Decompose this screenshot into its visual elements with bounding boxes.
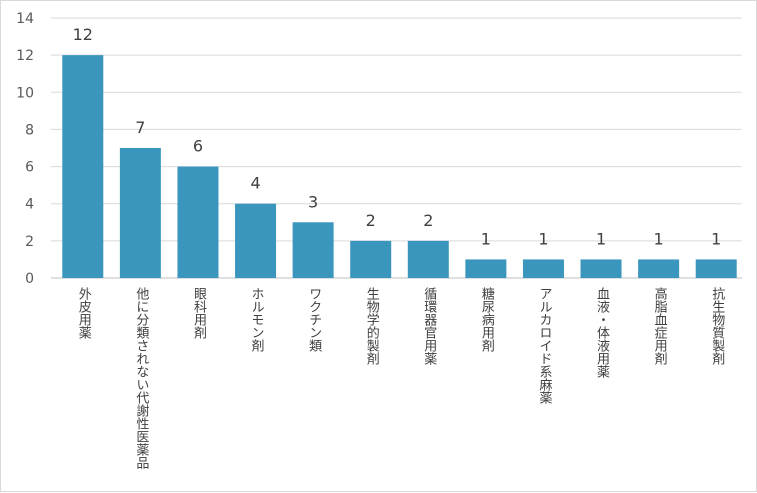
x-tick-label: ホルモン剤 (248, 287, 264, 352)
data-label: 1 (538, 229, 548, 248)
x-tick-label: 眼科用剤 (190, 287, 206, 339)
data-label: 4 (250, 174, 260, 193)
y-tick-label: 6 (25, 160, 34, 176)
y-tick-label: 14 (16, 11, 34, 27)
data-label: 1 (711, 229, 721, 248)
x-tick-label: アルカロイド系麻薬 (536, 287, 552, 404)
x-tick-label: 他に分類されない代謝性医薬品 (133, 287, 149, 469)
data-label: 6 (193, 137, 203, 156)
data-label: 3 (308, 192, 318, 211)
y-tick-label: 12 (16, 48, 34, 64)
bar (177, 166, 219, 278)
bar (695, 259, 737, 278)
x-tick-label: 外皮用薬 (75, 287, 91, 339)
bar (292, 222, 334, 278)
data-label: 1 (596, 229, 606, 248)
x-tick-label: 糖尿病用剤 (478, 287, 494, 352)
bar (235, 203, 277, 278)
bar (119, 148, 161, 278)
data-label: 2 (366, 211, 376, 230)
x-tick-label: 循環器官用薬 (421, 287, 437, 365)
x-tick-label: 抗生物質製剤 (709, 287, 725, 365)
x-tick-label: 高脂血症用剤 (651, 287, 667, 365)
x-tick-label: ワクチン類 (306, 287, 322, 352)
data-label: 1 (654, 229, 664, 248)
bar (62, 55, 104, 279)
y-tick-label: 2 (25, 234, 34, 250)
y-tick-label: 0 (25, 271, 34, 287)
data-label: 2 (423, 211, 433, 230)
bar (465, 259, 507, 278)
bar (350, 240, 392, 278)
y-tick-label: 4 (25, 197, 34, 213)
bar (638, 259, 680, 278)
data-label: 1 (481, 229, 491, 248)
data-label: 7 (135, 118, 145, 137)
y-tick-label: 10 (16, 85, 34, 101)
y-tick-label: 8 (25, 122, 34, 138)
bar (580, 259, 622, 278)
x-tick-label: 生物学的製剤 (363, 287, 379, 365)
x-tick-label: 血液・体液用薬 (594, 287, 610, 378)
bar (407, 240, 449, 278)
bar (522, 259, 564, 278)
data-label: 12 (73, 25, 93, 44)
